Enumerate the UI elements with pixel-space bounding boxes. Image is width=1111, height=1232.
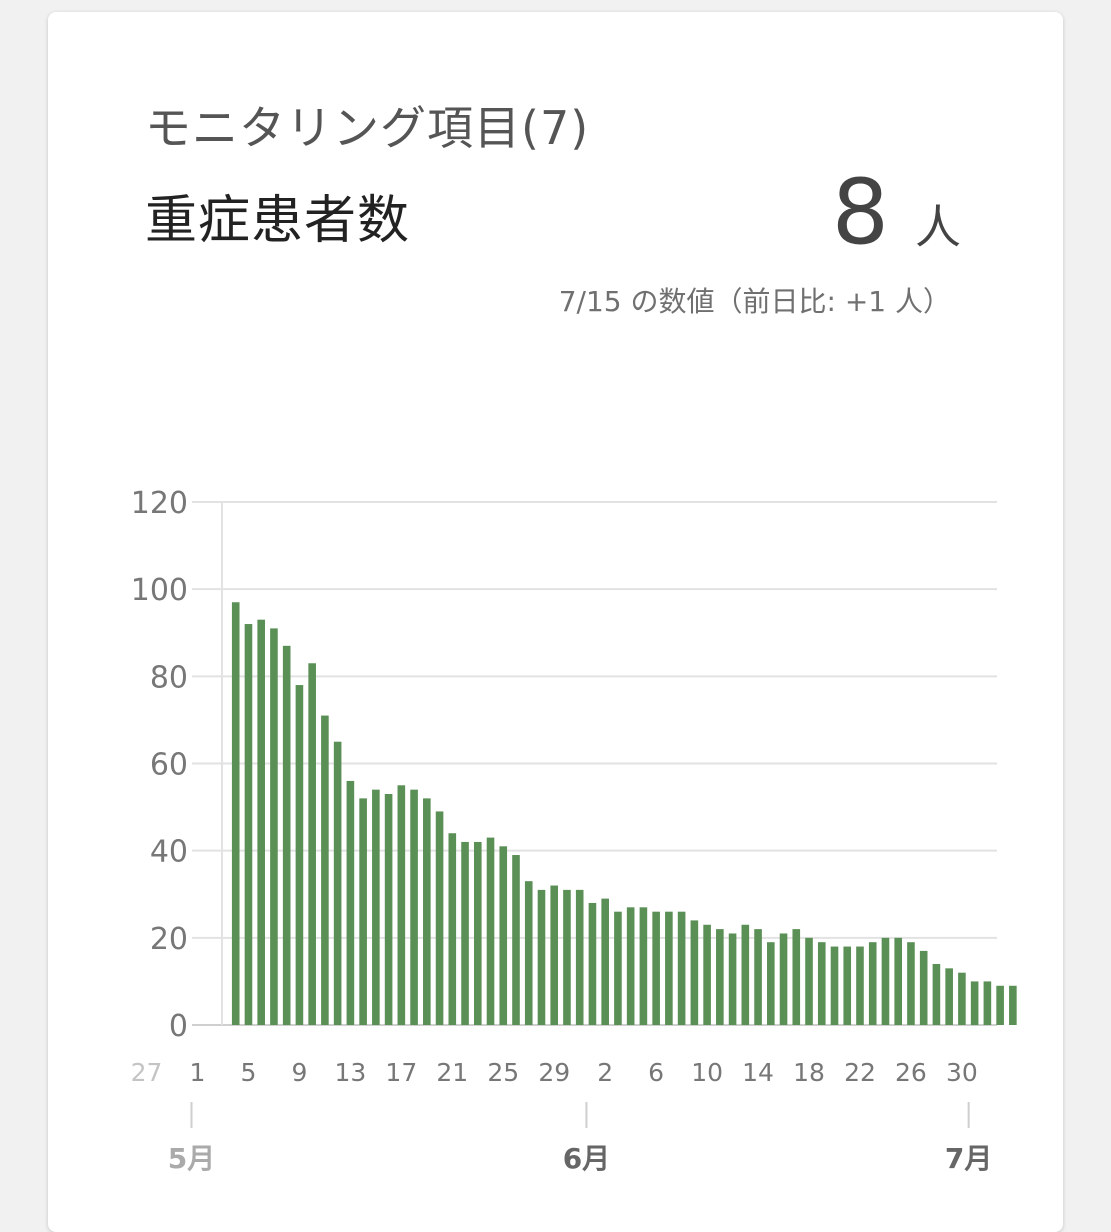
data-bar xyxy=(359,798,367,1025)
data-bar xyxy=(996,985,1004,1025)
data-bar xyxy=(894,937,902,1025)
data-bar xyxy=(881,937,890,1025)
data-bar xyxy=(473,841,482,1025)
data-bar xyxy=(563,889,571,1025)
x-tick-label: 29 xyxy=(538,1058,570,1087)
data-bar xyxy=(321,715,329,1025)
monitoring-item-subtitle: モニタリング項目(7) xyxy=(145,101,590,155)
x-tick-label: 2 xyxy=(597,1058,613,1087)
data-bar xyxy=(741,924,750,1025)
data-bar xyxy=(448,833,457,1025)
data-bar xyxy=(716,929,724,1025)
data-bar xyxy=(779,933,788,1025)
data-bar xyxy=(703,924,711,1025)
data-bar xyxy=(830,946,839,1025)
x-tick-label: 17 xyxy=(385,1058,417,1087)
y-tick-label: 40 xyxy=(150,835,188,870)
x-tick-label: 27 xyxy=(131,1058,163,1087)
data-bar xyxy=(499,846,508,1025)
data-bar xyxy=(512,855,520,1025)
data-bar xyxy=(919,950,928,1025)
x-tick-label: 10 xyxy=(691,1058,723,1087)
data-bar xyxy=(537,889,546,1025)
data-bar xyxy=(575,889,584,1025)
data-bar xyxy=(397,785,406,1025)
month-label: 6月 xyxy=(563,1142,610,1175)
x-tick-label: 6 xyxy=(648,1058,664,1087)
current-value-number: 8 xyxy=(831,160,889,265)
data-bar xyxy=(1009,985,1017,1025)
data-bar xyxy=(270,628,278,1025)
data-bar xyxy=(384,794,393,1025)
data-bar xyxy=(970,981,979,1025)
data-bar xyxy=(754,929,762,1025)
data-bar xyxy=(308,663,316,1025)
data-bar xyxy=(435,811,444,1025)
data-bar xyxy=(295,685,304,1025)
data-bar xyxy=(792,929,801,1025)
data-bar xyxy=(346,780,355,1025)
monitoring-card xyxy=(48,12,1063,1232)
data-bar xyxy=(983,981,992,1025)
data-bar xyxy=(333,741,342,1025)
x-tick-label: 22 xyxy=(844,1058,876,1087)
data-bar xyxy=(486,837,495,1025)
data-bar xyxy=(805,937,813,1025)
data-bar xyxy=(907,942,915,1025)
data-bar xyxy=(677,911,686,1025)
data-bar xyxy=(728,933,737,1025)
data-bar xyxy=(652,911,660,1025)
x-tick-label: 21 xyxy=(436,1058,468,1087)
data-bar xyxy=(423,798,431,1025)
data-bar xyxy=(231,602,240,1025)
data-bar xyxy=(665,911,673,1025)
data-bar xyxy=(550,885,559,1025)
month-label: 7月 xyxy=(945,1142,992,1175)
y-tick-label: 80 xyxy=(150,660,188,695)
data-bar xyxy=(282,645,291,1025)
x-tick-label: 5 xyxy=(241,1058,257,1087)
data-bar xyxy=(868,942,877,1025)
data-bar xyxy=(244,624,253,1025)
page-title: 重症患者数 xyxy=(145,191,411,251)
x-tick-label: 9 xyxy=(291,1058,307,1087)
data-bar xyxy=(588,902,597,1025)
x-tick-label: 26 xyxy=(895,1058,927,1087)
data-bar xyxy=(601,898,609,1025)
x-tick-label: 30 xyxy=(946,1058,978,1087)
data-bar xyxy=(843,946,852,1025)
y-tick-label: 120 xyxy=(131,486,188,521)
data-bar xyxy=(626,907,635,1025)
data-bar xyxy=(257,619,265,1025)
data-bar xyxy=(614,911,622,1025)
data-bar xyxy=(817,942,826,1025)
data-bar xyxy=(958,972,966,1025)
x-tick-label: 13 xyxy=(334,1058,366,1087)
data-bar xyxy=(639,907,648,1025)
y-tick-label: 60 xyxy=(150,748,188,783)
month-label: 5月 xyxy=(168,1142,215,1175)
y-tick-label: 0 xyxy=(169,1009,188,1044)
data-bar xyxy=(690,920,699,1025)
data-bar xyxy=(461,841,469,1025)
data-bar xyxy=(524,881,533,1025)
y-tick-label: 100 xyxy=(131,573,188,608)
data-bar xyxy=(932,963,941,1025)
data-bar xyxy=(372,789,380,1025)
x-tick-label: 18 xyxy=(793,1058,825,1087)
data-bar xyxy=(767,942,775,1025)
current-value-unit: 人 xyxy=(915,200,961,254)
value-date-note: 7/15 の数値（前日比: +1 人） xyxy=(558,285,951,318)
y-tick-label: 20 xyxy=(150,922,188,957)
data-bar xyxy=(410,789,418,1025)
x-tick-label: 1 xyxy=(190,1058,206,1087)
x-tick-label: 14 xyxy=(742,1058,774,1087)
data-bar xyxy=(945,968,953,1025)
data-bar xyxy=(856,946,864,1025)
x-tick-label: 25 xyxy=(487,1058,519,1087)
